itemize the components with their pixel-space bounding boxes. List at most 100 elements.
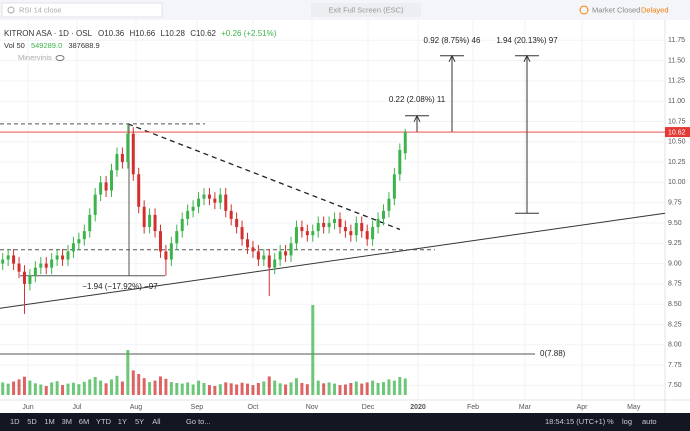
volume-bar <box>343 384 347 395</box>
volume-bar <box>333 383 337 395</box>
search-box[interactable] <box>1 2 163 18</box>
volume-bar <box>338 385 342 395</box>
volume-bar <box>44 386 48 395</box>
candle-body <box>403 132 407 154</box>
candle-body <box>17 263 21 272</box>
volume-bar <box>382 382 385 395</box>
exit-fullscreen-text[interactable]: Exit Full Screen (ESC) <box>328 5 404 14</box>
study-legend[interactable]: Minervinis <box>18 53 52 62</box>
candle-body <box>115 153 119 171</box>
volume-bar <box>164 378 168 395</box>
candle-body <box>142 206 146 228</box>
range-button[interactable]: 5D <box>27 417 37 426</box>
range-button[interactable]: 5Y <box>135 417 144 426</box>
volume-bar <box>169 382 173 395</box>
volume-bar <box>207 385 211 395</box>
search-text[interactable]: RSI 14 close <box>19 5 62 14</box>
x-tick-label: Feb <box>467 404 479 411</box>
volume-bar <box>153 380 157 395</box>
candle-body <box>175 231 179 244</box>
symbol-legend: KITRON ASA · 1D · OSL O10.36 H10.66 L10.… <box>4 29 277 38</box>
candle-body <box>338 218 342 228</box>
candle-body <box>273 259 277 268</box>
volume-value: 549289.0 <box>31 41 62 50</box>
y-tick-label: 8.75 <box>668 281 682 288</box>
candle-body <box>99 182 103 195</box>
x-tick-label: Sep <box>191 404 204 411</box>
annotation: 0(7.88) <box>540 349 566 358</box>
volume-bar <box>110 379 114 395</box>
range-button[interactable]: YTD <box>96 417 112 426</box>
eye-icon[interactable] <box>55 55 65 61</box>
plot-area: 7.50 7.75 8.00 8.25 8.50 8.75 9.00 9.25 9.50 9.75… <box>0 20 690 413</box>
volume-bar <box>131 370 135 395</box>
range-button[interactable]: 1M <box>44 417 54 426</box>
search-icon <box>7 6 15 14</box>
ohlc-open: O10.36 <box>98 29 125 38</box>
candle-body <box>191 206 195 211</box>
candle-body <box>22 271 26 284</box>
candle-body <box>126 133 130 163</box>
candle-body <box>262 255 266 260</box>
last-price-tag <box>665 127 690 138</box>
volume-bar <box>104 383 108 395</box>
x-tick-label: Apr <box>577 404 589 411</box>
last-price-label: 10.62 <box>668 129 686 136</box>
range-button[interactable]: All <box>152 417 161 426</box>
candle-body <box>387 198 391 211</box>
exit-fullscreen[interactable] <box>311 3 421 17</box>
x-tick-label: Dec <box>362 404 375 411</box>
candle-body <box>284 251 288 256</box>
volume-bar <box>278 383 282 395</box>
candle-body <box>104 182 108 191</box>
price-axis <box>665 20 690 400</box>
candle-body <box>229 210 233 219</box>
volume-bar <box>322 383 326 395</box>
candle-body <box>382 210 385 219</box>
scale-option[interactable]: log <box>622 417 632 426</box>
candle-body <box>294 227 298 244</box>
volume-bar <box>88 379 92 395</box>
y-tick-label: 9.50 <box>668 220 682 227</box>
scale-option[interactable]: auto <box>642 417 657 426</box>
candle-body <box>77 239 81 244</box>
volume-bar <box>218 384 222 395</box>
range-button[interactable]: 6M <box>79 417 89 426</box>
candle-body <box>371 227 375 240</box>
x-tick-label: Jul <box>72 404 81 411</box>
candle-body <box>55 255 59 260</box>
volume-bar <box>360 383 364 395</box>
candle-body <box>197 198 201 207</box>
volume-bar <box>392 380 396 395</box>
candle-body <box>365 231 369 240</box>
volume-bar <box>294 378 298 395</box>
scale-option[interactable]: % <box>607 417 614 426</box>
volume-bar <box>349 383 353 395</box>
volume-bar <box>17 379 21 395</box>
range-button[interactable]: 1Y <box>118 417 127 426</box>
range-button[interactable]: 1D <box>10 417 20 426</box>
volume-bar <box>61 385 65 395</box>
x-tick-label: Nov <box>306 404 319 411</box>
y-tick-label: 9.75 <box>668 200 682 207</box>
volume-bar <box>175 383 179 395</box>
candle-body <box>327 222 331 228</box>
range-button[interactable]: 3M <box>62 417 72 426</box>
candle-body <box>322 222 326 228</box>
clock-icon <box>579 5 589 15</box>
volume-bar <box>115 375 119 395</box>
volume-bar <box>311 305 315 395</box>
volume-bar <box>327 382 331 395</box>
candle-body <box>289 243 293 256</box>
annotation: 0.22 (2.08%) 11 <box>389 95 446 104</box>
candle-body <box>131 133 135 175</box>
ohlc-low: L10.28 <box>160 29 185 38</box>
volume-bar <box>33 383 37 395</box>
y-tick-label: 8.25 <box>668 321 682 328</box>
volume-bar <box>229 383 233 395</box>
volume-bar <box>6 383 10 395</box>
annotation: 1.94 (20.13%) 97 <box>496 36 558 45</box>
volume-bar <box>256 383 260 395</box>
goto-button[interactable]: Go to... <box>186 417 211 426</box>
candle-body <box>66 251 70 260</box>
